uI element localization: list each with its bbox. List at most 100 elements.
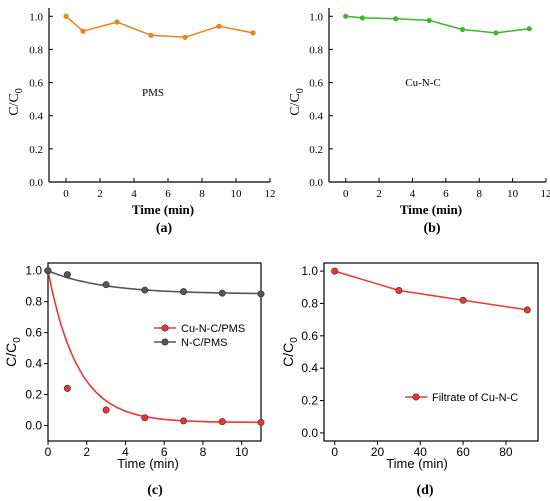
x-tick-label-a: 12 <box>265 188 276 200</box>
x-tick-label-d: 0 <box>331 445 338 459</box>
y-tick-label-d: 0.2 <box>301 394 318 408</box>
y-tick-label-c: 0.2 <box>25 388 42 402</box>
x-tick-label-a: 0 <box>63 188 69 200</box>
panel-label-d: (d) <box>416 483 433 498</box>
data-point-cu-n-c-pms-c <box>63 384 71 392</box>
y-tick-label-c: 0.4 <box>25 357 42 371</box>
ylabel-a: C/C0 <box>7 88 25 116</box>
annotation-a: PMS <box>142 87 164 99</box>
x-tick-label-a: 10 <box>231 188 243 200</box>
annotation-b: Cu-N-C <box>405 77 440 89</box>
data-point-series-a <box>63 13 69 19</box>
y-tick-label-b: 0.6 <box>309 78 323 90</box>
legend-marker-n-c-pms-c <box>161 338 169 346</box>
legend-label-cu-n-c-pms-c: Cu-N-C/PMS <box>181 323 245 335</box>
data-point-n-c-pms-c <box>218 289 226 297</box>
data-point-series-a <box>250 30 256 36</box>
data-point-series-b <box>359 15 365 21</box>
line-series-a <box>65 15 254 39</box>
data-point-series-a <box>114 19 120 25</box>
x-tick-label-c: 4 <box>122 445 129 459</box>
x-tick-label-c: 6 <box>161 445 168 459</box>
data-point-series-a <box>216 23 222 29</box>
data-point-cu-n-c-pms-c <box>257 418 265 426</box>
x-tick-label-b: 0 <box>343 188 349 200</box>
x-tick-label-a: 8 <box>199 188 205 200</box>
y-tick-label-a: 0.8 <box>29 44 43 56</box>
x-tick-label-d: 80 <box>499 445 513 459</box>
data-point-n-c-pms-c <box>102 281 110 289</box>
data-point-filtrate-of-cu-n-c-d <box>331 267 339 275</box>
data-point-cu-n-c-pms-c <box>218 418 226 426</box>
plot-frame-d <box>323 262 539 442</box>
y-tick-label-a: 0.0 <box>29 177 43 189</box>
y-tick-label-a: 0.2 <box>29 144 43 156</box>
panel-d: C/C0 Time (min) (d) 0 20 40 60 80 0.0 0.2 0.4 0.… <box>280 262 539 498</box>
data-point-n-c-pms-c <box>257 290 265 298</box>
data-point-filtrate-of-cu-n-c-d <box>459 296 467 304</box>
x-tick-label-b: 12 <box>541 188 550 200</box>
y-tick-label-c: 0.8 <box>25 295 42 309</box>
data-point-series-a <box>182 34 188 40</box>
legend-marker-cu-n-c-pms-c <box>161 324 169 332</box>
data-point-series-a <box>148 32 154 38</box>
y-tick-label-b: 0.0 <box>309 177 323 189</box>
xlabel-d: Time (min) <box>386 456 448 471</box>
line-filtrate-of-cu-n-c-d <box>334 270 528 311</box>
data-point-cu-n-c-pms-c <box>180 417 188 425</box>
y-tick-label-a: 0.4 <box>29 111 43 123</box>
x-tick-label-a: 6 <box>165 188 171 200</box>
data-point-n-c-pms-c <box>63 271 71 279</box>
data-point-series-b <box>459 26 466 33</box>
y-tick-label-c: 0.0 <box>25 419 42 433</box>
data-point-filtrate-of-cu-n-c-d <box>395 287 403 295</box>
x-tick-label-b: 10 <box>507 188 519 200</box>
xlabel-a: Time (min) <box>132 202 194 217</box>
y-tick-label-b: 0.8 <box>309 44 323 56</box>
y-tick-label-d: 1.0 <box>301 264 318 278</box>
panel-a: C/C0 Time (min) (a) PMS 0 2 4 6 8 10 12 0.0 0.2 0… <box>7 8 276 236</box>
plot-frame-c <box>47 262 262 442</box>
data-point-n-c-pms-c <box>44 267 52 275</box>
panel-b: C/C0 Time (min) (b) Cu-N-C 0 2 4 6 8 10 12 0.0 0… <box>288 8 550 236</box>
fit-curve-n-c-pms-c <box>47 269 262 295</box>
ylabel-c: C/C0 <box>3 337 23 367</box>
panel-label-a: (a) <box>156 221 173 236</box>
x-tick-label-a: 4 <box>131 188 137 200</box>
data-point-filtrate-of-cu-n-c-d <box>523 306 531 314</box>
y-tick-label-c: 1.0 <box>25 264 42 278</box>
y-tick-label-b: 1.0 <box>309 11 323 23</box>
data-point-series-b <box>493 30 499 36</box>
panel-label-b: (b) <box>423 221 440 236</box>
y-tick-label-a: 0.6 <box>29 78 43 90</box>
data-point-series-b <box>426 17 432 24</box>
panel-label-c: (c) <box>147 483 163 498</box>
x-tick-label-a: 2 <box>97 188 103 200</box>
data-point-series-b <box>526 26 532 32</box>
data-point-n-c-pms-c <box>180 288 188 296</box>
x-tick-label-b: 8 <box>476 188 482 200</box>
x-tick-label-c: 0 <box>45 445 52 459</box>
x-tick-label-d: 40 <box>414 445 428 459</box>
y-tick-label-b: 0.4 <box>309 111 323 123</box>
x-tick-label-b: 2 <box>376 188 382 200</box>
ylabel-d: C/C0 <box>280 337 300 367</box>
line-series-b <box>345 15 530 34</box>
data-point-series-b <box>343 13 349 19</box>
x-tick-label-d: 20 <box>371 445 385 459</box>
x-tick-label-c: 8 <box>200 445 207 459</box>
legend-marker-filtrate-of-cu-n-c-d <box>412 393 420 401</box>
xlabel-c: Time (min) <box>117 456 179 471</box>
y-tick-label-d: 0.6 <box>301 329 318 343</box>
y-tick-label-d: 0.8 <box>301 296 318 310</box>
data-point-series-b <box>393 16 399 22</box>
legend-label-n-c-pms-c: N-C/PMS <box>181 337 227 349</box>
data-point-cu-n-c-pms-c <box>141 414 149 422</box>
y-tick-label-d: 0.4 <box>301 361 318 375</box>
data-point-cu-n-c-pms-c <box>102 406 110 414</box>
data-point-n-c-pms-c <box>141 286 149 294</box>
legend-label-filtrate-of-cu-n-c-d: Filtrate of Cu-N-C <box>432 392 518 404</box>
x-tick-label-b: 6 <box>443 188 449 200</box>
data-point-series-a <box>80 28 86 34</box>
